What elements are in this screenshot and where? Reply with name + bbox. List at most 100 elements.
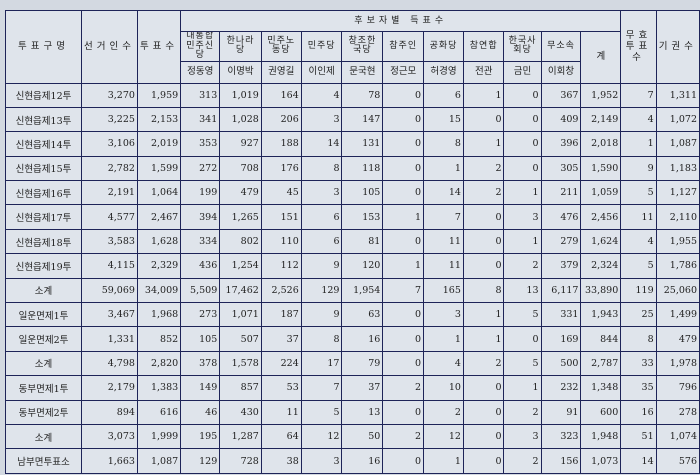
table-row: 신현읍제16투 2,191 1,064 199 479 45 3 105 0 14 2 1 211 1,0… [5,180,700,206]
value-cell: 1,999 [136,423,182,450]
header-candidate-name: 이인제 [300,60,343,84]
district-name-cell: 신현읍제14투 [5,131,82,157]
value-cell: 500 [540,350,582,377]
header-candidate-name: 정동영 [180,60,221,84]
value-cell: 7 [300,375,343,401]
value-cell: 0 [462,423,505,450]
district-name-cell: 일운면제2투 [5,326,82,352]
value-cell: 313 [180,82,221,108]
value-cell: 187 [260,302,302,328]
header-candidate-name: 이회창 [540,60,582,84]
value-cell: 507 [219,326,262,352]
value-cell: 1,071 [219,302,262,328]
value-cell: 11 [423,228,464,255]
value-cell: 8 [462,277,505,304]
value-cell: 3,106 [80,131,138,157]
value-cell: 78 [341,82,384,108]
value-cell: 195 [180,423,221,450]
district-name-cell: 신현읍제17투 [5,204,82,230]
district-name-cell: 소계 [5,277,82,304]
value-cell: 1,087 [136,448,182,474]
value-cell: 9 [620,155,657,182]
value-cell: 199 [180,180,221,206]
table-row: 신현읍제15투 2,782 1,599 272 708 176 8 118 0 1 2 0 305 1,5… [5,155,700,182]
value-cell: 1 [423,448,464,474]
value-cell: 0 [503,131,542,157]
value-cell: 927 [219,131,262,157]
value-cell: 1,072 [655,106,700,133]
value-cell: 1,590 [580,155,622,182]
value-cell: 2,787 [580,350,622,377]
value-cell: 35 [620,375,657,401]
header-party: 참연합 [462,31,505,62]
value-cell: 81 [341,228,384,255]
value-cell: 79 [341,350,384,377]
value-cell: 1 [503,375,542,401]
value-cell: 7 [382,277,425,304]
value-cell: 396 [540,131,582,157]
header-candidate-name: 금민 [503,60,542,84]
value-cell: 17 [300,350,343,377]
header-party: 민주당 [300,31,343,62]
value-cell: 5 [503,302,542,328]
value-cell: 2 [462,180,505,206]
value-cell: 802 [219,228,262,255]
value-cell: 2,456 [580,204,622,230]
district-name-cell: 신현읍제13투 [5,106,82,133]
value-cell: 1,087 [655,131,700,157]
value-cell: 2 [462,155,505,182]
value-cell: 224 [260,350,302,377]
value-cell: 430 [219,399,262,425]
value-cell: 341 [180,106,221,133]
value-cell: 616 [136,399,182,425]
value-cell: 9 [300,253,343,279]
value-cell: 2,526 [260,277,302,304]
district-name-cell: 동부면제1투 [5,375,82,401]
value-cell: 1,786 [655,253,700,279]
value-cell: 1,127 [655,180,700,206]
value-cell: 2,153 [136,106,182,133]
value-cell: 25 [620,302,657,328]
value-cell: 1,954 [341,277,384,304]
table-row: 신현읍제13투 3,225 2,153 341 1,028 206 3 147 0 15 0 0 409… [5,106,700,133]
value-cell: 1,943 [580,302,622,328]
header-candidate-name: 전관 [462,60,505,84]
value-cell: 600 [580,399,622,425]
value-cell: 16 [341,326,384,352]
subtotal-row: 소계 4,798 2,820 378 1,578 224 17 79 0 4 2 5 500 2,787 3… [5,350,700,377]
value-cell: 3,467 [80,302,138,328]
value-cell: 1,348 [580,375,622,401]
value-cell: 8 [300,155,343,182]
value-cell: 112 [260,253,302,279]
value-cell: 3 [300,106,343,133]
district-name-cell: 신현읍제12투 [5,82,82,108]
value-cell: 6 [300,204,343,230]
value-cell: 17,462 [219,277,262,304]
header-party: 한국사회당 [503,31,542,62]
value-cell: 1,499 [655,302,700,328]
value-cell: 0 [503,326,542,352]
subtotal-row: 소계 3,073 1,999 195 1,287 64 12 50 2 12 0 3 323 1,948 5… [5,423,700,450]
value-cell: 331 [540,302,582,328]
table-row: 동부면제1투 2,179 1,383 149 857 53 7 37 2 10 0 1 232 1,348… [5,375,700,401]
value-cell: 165 [423,277,464,304]
value-cell: 6 [423,82,464,108]
value-cell: 1,287 [219,423,262,450]
value-cell: 394 [180,204,221,230]
district-name-cell: 일운면제1투 [5,302,82,328]
value-cell: 38 [260,448,302,474]
value-cell: 1 [423,326,464,352]
value-cell: 0 [382,302,425,328]
value-cell: 1,331 [80,326,138,352]
value-cell: 4 [423,350,464,377]
value-cell: 3,073 [80,423,138,450]
value-cell: 0 [382,82,425,108]
value-cell: 5 [620,253,657,279]
value-cell: 1 [462,131,505,157]
value-cell: 0 [382,180,425,206]
table-row: 동부면제2투 894 616 46 430 11 5 13 0 2 0 2 91 600 16 278 [5,399,700,425]
header-district: 투표구명 [5,10,82,84]
value-cell: 1,254 [219,253,262,279]
value-cell: 7 [423,204,464,230]
value-cell: 0 [462,448,505,474]
